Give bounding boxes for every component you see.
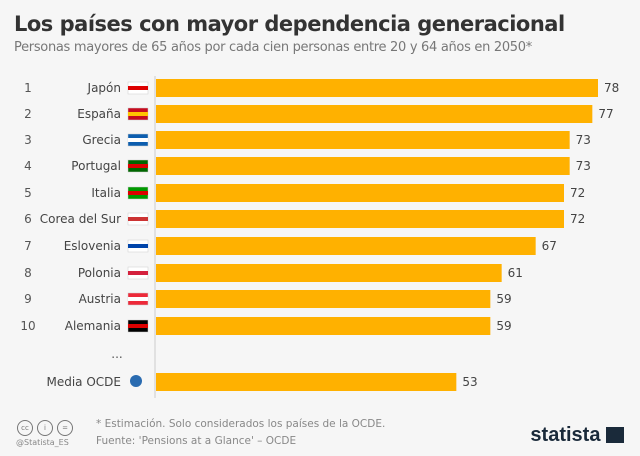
bar: [156, 373, 457, 391]
category-label: Polonia: [78, 266, 121, 280]
by-icon: i: [37, 420, 53, 436]
bar: [156, 157, 570, 175]
source: Fuente: 'Pensions at a Glance' – OCDE: [96, 435, 297, 447]
rank-label: 8: [24, 266, 32, 280]
flag-stripe: [128, 297, 148, 301]
rank-label: 3: [24, 133, 32, 147]
flag-stripe: [128, 324, 148, 328]
value-label: 59: [496, 319, 511, 333]
flag-stripe: [128, 244, 148, 248]
category-label: Alemania: [65, 319, 121, 333]
cc-icon: cc: [17, 420, 33, 436]
nd-icon: =: [57, 420, 73, 436]
bar: [156, 290, 491, 308]
rank-label: 2: [24, 107, 32, 121]
category-label: Japón: [87, 81, 121, 95]
value-label: 78: [604, 81, 619, 95]
rank-label: 10: [20, 319, 35, 333]
value-label: 77: [598, 107, 613, 121]
value-label: 67: [542, 239, 557, 253]
bar: [156, 237, 536, 255]
category-label: España: [77, 107, 121, 121]
value-label: 73: [576, 159, 591, 173]
category-label: Grecia: [82, 133, 121, 147]
footnote: * Estimación. Solo considerados los país…: [96, 418, 386, 430]
bar: [156, 79, 598, 97]
oecd-logo-icon: [130, 375, 142, 387]
ellipsis: ...: [111, 347, 122, 361]
flag-stripe: [128, 86, 148, 90]
bar: [156, 317, 491, 335]
bar: [156, 105, 593, 123]
flag-stripe: [128, 191, 148, 195]
value-label: 61: [508, 266, 523, 280]
statista-logo-icon: [606, 427, 624, 443]
flag-stripe: [128, 217, 148, 221]
value-label: 73: [576, 133, 591, 147]
flag-stripe: [128, 112, 148, 116]
value-label: 72: [570, 186, 585, 200]
bar-chart: 1 Japón 782 España 773 Grecia 734 Portugal 735 It…: [20, 76, 619, 398]
value-label: 59: [496, 292, 511, 306]
rank-label: 7: [24, 239, 32, 253]
bar: [156, 184, 564, 202]
category-label: Austria: [79, 292, 121, 306]
category-label: Media OCDE: [46, 375, 121, 389]
rank-label: 4: [24, 159, 32, 173]
chart-subtitle: Personas mayores de 65 años por cada cie…: [14, 40, 532, 55]
category-label: Italia: [91, 186, 121, 200]
bar: [156, 210, 564, 228]
rank-label: 6: [24, 212, 32, 226]
twitter-handle: @Statista_ES: [16, 438, 69, 447]
flag-stripe: [128, 138, 148, 142]
category-label: Portugal: [71, 159, 121, 173]
category-label: Eslovenia: [64, 239, 121, 253]
category-label: Corea del Sur: [40, 212, 121, 226]
flag-stripe: [128, 271, 148, 275]
rank-label: 1: [24, 81, 32, 95]
bar: [156, 131, 570, 149]
chart-title: Los países con mayor dependencia generac…: [14, 12, 565, 36]
flag-stripe: [128, 164, 148, 168]
rank-label: 9: [24, 292, 32, 306]
bar: [156, 264, 502, 282]
statista-logo: statista: [530, 424, 624, 447]
rank-label: 5: [24, 186, 32, 200]
value-label: 53: [462, 375, 477, 389]
value-label: 72: [570, 212, 585, 226]
